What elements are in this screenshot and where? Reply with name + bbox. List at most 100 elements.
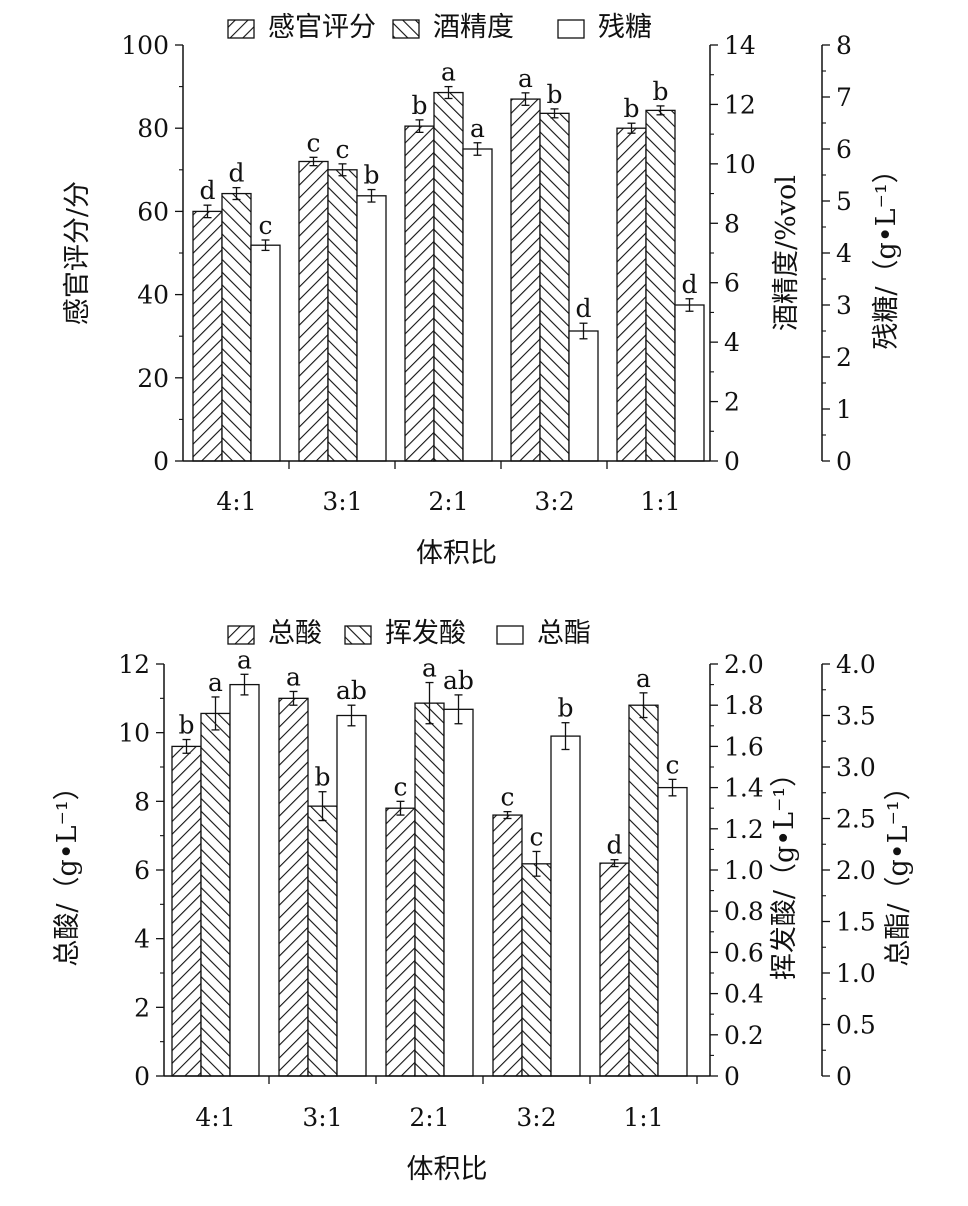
- y-tick-label: 1.5: [836, 908, 876, 937]
- significance-label: a: [470, 114, 485, 143]
- significance-label: d: [228, 159, 244, 188]
- significance-label: ab: [443, 666, 474, 695]
- legend-swatch: [496, 625, 524, 645]
- x-tick-label: 1:1: [623, 1103, 663, 1132]
- bar: [298, 160, 329, 462]
- bar: [171, 745, 202, 1077]
- y-tick-label: 0.5: [836, 1011, 876, 1040]
- x-axis-label: 体积比: [416, 538, 497, 569]
- bar: [539, 112, 570, 462]
- y-tick-label: 6: [134, 856, 150, 885]
- significance-label: c: [335, 135, 349, 164]
- significance-label: a: [286, 662, 301, 691]
- legend-swatch: [227, 19, 255, 39]
- y-tick-label: 0.6: [724, 938, 764, 967]
- y-tick-label: 4.0: [836, 650, 876, 679]
- significance-label: b: [178, 711, 194, 740]
- significance-label: c: [306, 128, 320, 157]
- y-tick-label: 5: [836, 187, 852, 216]
- y-tick-label: 1.4: [724, 774, 764, 803]
- y-tick-label: 10: [118, 719, 150, 748]
- x-tick-label: 3:1: [302, 1103, 342, 1132]
- significance-label: a: [208, 668, 223, 697]
- y-tick-label: 4: [134, 925, 150, 954]
- bar: [404, 125, 435, 462]
- y-tick-label: 1.6: [724, 732, 764, 761]
- y-tick-label: 2: [724, 388, 740, 417]
- y-tick-label: 0: [153, 447, 169, 476]
- legend-label: 挥发酸: [385, 618, 466, 649]
- y-tick-label: 1.0: [836, 959, 876, 988]
- significance-label: b: [363, 161, 379, 190]
- bar: [250, 244, 281, 462]
- significance-label: ab: [336, 676, 367, 705]
- significance-label: a: [636, 664, 651, 693]
- y-tick-label: 8: [836, 31, 852, 60]
- y-tick-label: 40: [137, 281, 169, 310]
- x-tick-label: 3:2: [534, 487, 574, 516]
- y-axis-label: 总酯/（g•L⁻¹）: [883, 773, 914, 966]
- y-tick-label: 8: [724, 209, 740, 238]
- y-tick-label: 0.8: [724, 897, 764, 926]
- y-tick-label: 0: [836, 447, 852, 476]
- bar: [510, 98, 541, 462]
- y-tick-label: 0: [134, 1062, 150, 1091]
- y-tick-label: 2.0: [724, 650, 764, 679]
- x-tick-label: 4:1: [216, 487, 256, 516]
- significance-label: a: [441, 58, 456, 87]
- x-tick-label: 4:1: [195, 1103, 235, 1132]
- y-tick-label: 4: [836, 239, 852, 268]
- significance-label: a: [518, 64, 533, 93]
- significance-label: c: [393, 772, 407, 801]
- legend-label: 总酯: [537, 618, 591, 649]
- significance-label: d: [199, 176, 215, 205]
- significance-label: d: [681, 270, 697, 299]
- x-tick-label: 3:2: [516, 1103, 556, 1132]
- bar: [628, 704, 659, 1077]
- legend-label: 残糖: [598, 12, 652, 43]
- bar: [550, 735, 581, 1077]
- y-tick-label: 1: [836, 395, 852, 424]
- y-tick-label: 3.5: [836, 702, 876, 731]
- y-tick-label: 1.2: [724, 815, 764, 844]
- x-tick-label: 2:1: [428, 487, 468, 516]
- y-tick-label: 0: [724, 1062, 740, 1091]
- bar: [327, 169, 358, 462]
- y-tick-label: 12: [724, 90, 756, 119]
- bar: [433, 91, 464, 462]
- x-tick-label: 1:1: [640, 487, 680, 516]
- significance-label: b: [623, 94, 639, 123]
- y-tick-label: 0: [836, 1062, 852, 1091]
- significance-label: d: [575, 294, 591, 323]
- significance-label: b: [557, 694, 573, 723]
- bar: [200, 712, 231, 1077]
- significance-label: a: [237, 645, 252, 674]
- y-tick-label: 8: [134, 787, 150, 816]
- bar: [278, 697, 309, 1077]
- y-tick-label: 0: [724, 447, 740, 476]
- y-tick-label: 4: [724, 328, 740, 357]
- legend-label: 感官评分: [268, 12, 376, 43]
- significance-label: c: [665, 750, 679, 779]
- y-axis-label: 挥发酸/（g•L⁻¹）: [769, 760, 800, 980]
- significance-label: b: [314, 763, 330, 792]
- y-tick-label: 20: [137, 364, 169, 393]
- bar: [307, 805, 338, 1077]
- y-tick-label: 3: [836, 291, 852, 320]
- legend-swatch: [344, 625, 372, 645]
- y-tick-label: 1.0: [724, 856, 764, 885]
- bar: [356, 195, 387, 462]
- y-tick-label: 6: [836, 135, 852, 164]
- y-tick-label: 6: [724, 269, 740, 298]
- bar: [657, 786, 688, 1077]
- y-tick-label: 1.8: [724, 691, 764, 720]
- y-tick-label: 2: [134, 993, 150, 1022]
- x-axis-label: 体积比: [407, 1154, 488, 1185]
- significance-label: a: [422, 654, 437, 683]
- legend-label: 酒精度: [433, 12, 514, 43]
- x-tick-label: 3:1: [322, 487, 362, 516]
- y-tick-label: 14: [724, 31, 756, 60]
- y-axis-label: 酒精度/%vol: [771, 175, 802, 331]
- bar: [336, 714, 367, 1077]
